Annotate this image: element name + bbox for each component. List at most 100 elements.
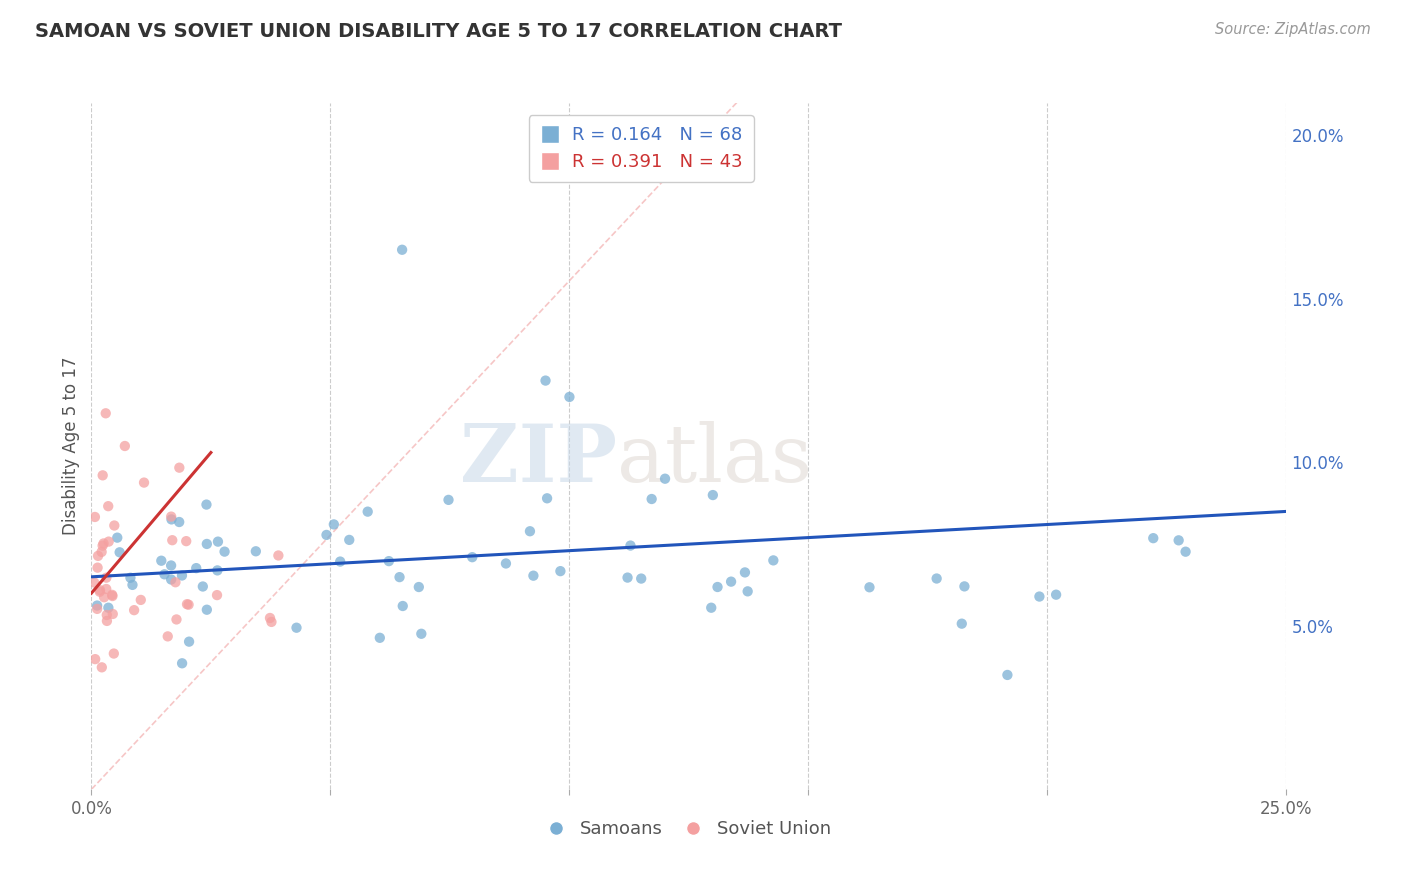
Point bbox=[160, 509, 183, 524]
Point bbox=[495, 557, 517, 571]
Point bbox=[408, 580, 430, 594]
Point bbox=[630, 572, 652, 586]
Point bbox=[207, 563, 229, 577]
Point bbox=[89, 583, 111, 598]
Point bbox=[101, 588, 124, 602]
Legend: Samoans, Soviet Union: Samoans, Soviet Union bbox=[540, 814, 838, 846]
Point bbox=[86, 602, 108, 616]
Point bbox=[170, 568, 193, 582]
Point bbox=[97, 499, 120, 513]
Point bbox=[388, 570, 411, 584]
Point bbox=[260, 615, 283, 629]
Point bbox=[700, 600, 723, 615]
Point bbox=[437, 492, 460, 507]
Point bbox=[96, 571, 118, 585]
Point bbox=[83, 510, 105, 524]
Point bbox=[160, 573, 183, 587]
Point bbox=[640, 491, 662, 506]
Point bbox=[160, 512, 183, 526]
Point bbox=[737, 584, 759, 599]
Point bbox=[129, 593, 152, 607]
Point bbox=[91, 468, 114, 483]
Point bbox=[1028, 590, 1050, 604]
Point bbox=[368, 631, 391, 645]
Point bbox=[619, 539, 641, 553]
Point bbox=[997, 668, 1019, 682]
Point bbox=[616, 571, 638, 585]
Point bbox=[925, 572, 948, 586]
Point bbox=[950, 616, 973, 631]
Point bbox=[519, 524, 541, 539]
Point bbox=[195, 603, 218, 617]
Point bbox=[329, 555, 352, 569]
Point bbox=[522, 568, 544, 582]
Point bbox=[461, 550, 484, 565]
Point bbox=[94, 406, 117, 420]
Point bbox=[536, 491, 558, 506]
Point bbox=[93, 591, 115, 605]
Point bbox=[93, 536, 115, 550]
Point bbox=[207, 534, 229, 549]
Point bbox=[720, 574, 742, 589]
Point bbox=[177, 634, 200, 648]
Point bbox=[734, 566, 756, 580]
Point bbox=[267, 549, 290, 563]
Point bbox=[702, 488, 724, 502]
Point bbox=[96, 582, 118, 596]
Point bbox=[762, 553, 785, 567]
Point bbox=[315, 528, 337, 542]
Point bbox=[101, 607, 124, 621]
Point bbox=[259, 611, 281, 625]
Point bbox=[205, 588, 228, 602]
Point bbox=[97, 534, 120, 549]
Point bbox=[90, 545, 112, 559]
Point bbox=[391, 599, 413, 613]
Point bbox=[156, 629, 179, 643]
Point bbox=[101, 589, 124, 603]
Point bbox=[83, 575, 105, 590]
Point bbox=[195, 537, 218, 551]
Point bbox=[96, 614, 118, 628]
Point bbox=[86, 599, 108, 613]
Text: atlas: atlas bbox=[617, 421, 813, 499]
Point bbox=[162, 533, 184, 548]
Point bbox=[174, 534, 197, 549]
Point bbox=[165, 575, 187, 590]
Point bbox=[214, 544, 236, 558]
Point bbox=[114, 439, 136, 453]
Point bbox=[953, 579, 976, 593]
Text: SAMOAN VS SOVIET UNION DISABILITY AGE 5 TO 17 CORRELATION CHART: SAMOAN VS SOVIET UNION DISABILITY AGE 5 … bbox=[35, 22, 842, 41]
Y-axis label: Disability Age 5 to 17: Disability Age 5 to 17 bbox=[62, 357, 80, 535]
Point bbox=[378, 554, 401, 568]
Point bbox=[1045, 588, 1067, 602]
Point bbox=[195, 498, 218, 512]
Point bbox=[87, 549, 110, 563]
Point bbox=[89, 584, 111, 599]
Point bbox=[103, 647, 125, 661]
Point bbox=[322, 517, 344, 532]
Point bbox=[1174, 544, 1197, 558]
Point bbox=[558, 390, 581, 404]
Point bbox=[186, 561, 208, 575]
Point bbox=[90, 660, 112, 674]
Point bbox=[858, 580, 880, 594]
Point bbox=[176, 597, 198, 611]
Point bbox=[1142, 531, 1164, 545]
Point bbox=[120, 571, 142, 585]
Point bbox=[411, 627, 433, 641]
Point bbox=[166, 612, 188, 626]
Text: ZIP: ZIP bbox=[460, 421, 617, 499]
Point bbox=[105, 531, 128, 545]
Point bbox=[172, 657, 194, 671]
Point bbox=[706, 580, 728, 594]
Point bbox=[84, 652, 107, 666]
Point bbox=[167, 515, 190, 529]
Point bbox=[357, 505, 380, 519]
Point bbox=[534, 374, 557, 388]
Point bbox=[97, 600, 120, 615]
Point bbox=[160, 558, 183, 573]
Point bbox=[96, 607, 118, 622]
Point bbox=[337, 533, 360, 547]
Point bbox=[132, 475, 155, 490]
Point bbox=[1167, 533, 1189, 548]
